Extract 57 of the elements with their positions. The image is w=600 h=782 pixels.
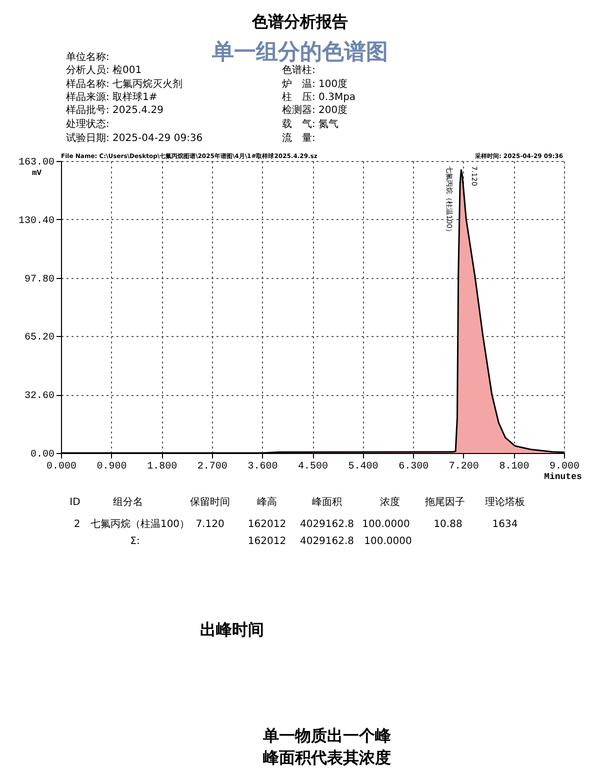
text: 分析人员: 检001 <box>66 64 142 76</box>
text: 162012 <box>248 536 286 547</box>
x-tick-label: 0.900 <box>96 462 127 472</box>
y-tick-label: 97.80 <box>24 274 54 286</box>
text: 10.88 <box>434 519 462 530</box>
text: 七氟丙烷（柱温100） <box>90 518 190 530</box>
text: 试验日期: 2025-04-29 09:36 <box>66 132 203 144</box>
x-tick-label: 0.000 <box>46 462 77 472</box>
text: ID <box>70 497 81 508</box>
text: 1634 <box>492 519 518 530</box>
text: 样品名称: 七氟丙烷灭火剂 <box>66 78 183 90</box>
text: Σ: <box>130 536 140 547</box>
text: 样品来源: 取样球1# <box>66 91 158 103</box>
text: 流 量: <box>282 132 316 144</box>
chart-title: 色谱分析报告 <box>251 12 348 31</box>
text: 7.120 <box>196 519 224 530</box>
text: 样品批号: 2025.4.29 <box>66 104 164 116</box>
x-tick-label: 5.400 <box>348 462 378 472</box>
chart-subtitle: 单一组分的色谱图 <box>211 39 388 65</box>
text: 浓度 <box>380 496 400 508</box>
y-tick-label: 65.20 <box>24 332 54 344</box>
text: 拖尾因子 <box>424 496 465 508</box>
text: 峰高 <box>257 496 277 508</box>
text: 理论塔板 <box>485 496 525 508</box>
text: 2 <box>74 519 80 530</box>
text: 保留时间 <box>190 496 230 508</box>
text: 出峰时间 <box>200 620 264 639</box>
text: 色谱柱: <box>282 64 316 76</box>
text: 炉 温: 100度 <box>282 78 348 90</box>
text: 组分名 <box>113 496 143 508</box>
x-tick-label: 1.800 <box>147 462 178 472</box>
text: 4029162.8 <box>300 536 354 547</box>
y-tick-label: 32.60 <box>24 391 54 402</box>
text: 峰面积 <box>312 496 342 508</box>
x-tick-label: 4.500 <box>298 462 328 472</box>
text: 峰面积代表其浓度 <box>263 748 391 767</box>
text: 100.0000 <box>364 536 412 547</box>
x-tick-label: 6.300 <box>398 462 429 472</box>
y-tick-label: 0.00 <box>30 450 54 460</box>
text: 载 气: 氮气 <box>282 118 339 130</box>
x-tick-label: 3.600 <box>248 462 278 472</box>
y-axis-title: mV <box>32 169 42 178</box>
x-axis-title: Minutes <box>544 472 582 482</box>
text: 100.0000 <box>362 519 410 530</box>
text: 检测器: 200度 <box>282 104 348 116</box>
x-tick-label: 8.100 <box>499 462 530 472</box>
y-tick-label: 163.00 <box>18 158 54 168</box>
y-tick-label: 130.40 <box>18 216 54 227</box>
text: 柱 压: 0.3Mpa <box>282 91 356 103</box>
text: 单一物质出一个峰 <box>262 726 392 745</box>
x-tick-label: 9.000 <box>549 462 580 472</box>
text: 4029162.8 <box>300 519 354 530</box>
text: 处理状态: <box>66 118 110 130</box>
x-tick-label: 2.700 <box>197 462 228 472</box>
text: 单位名称: <box>66 51 110 63</box>
text: 162012 <box>248 519 286 530</box>
x-tick-label: 7.200 <box>448 462 479 472</box>
